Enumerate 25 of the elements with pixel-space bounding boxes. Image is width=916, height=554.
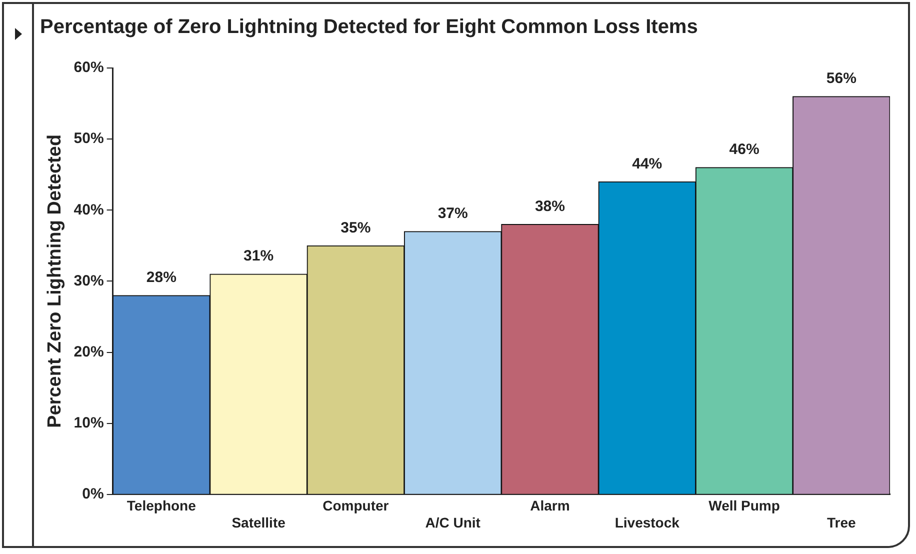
y-tick-label: 0% — [82, 486, 104, 503]
y-tick-label: 10% — [74, 414, 104, 432]
data-label: 31% — [244, 248, 274, 265]
y-tick-label: 60% — [74, 59, 104, 76]
data-label: 28% — [146, 269, 176, 286]
data-label: 35% — [340, 219, 371, 236]
data-label: 38% — [534, 198, 565, 215]
x-tick-label: Tree — [827, 514, 856, 530]
x-tick-label: Well Pump — [708, 498, 780, 514]
x-tick-label: Livestock — [614, 514, 680, 530]
y-tick-label: 20% — [74, 343, 104, 360]
data-label: 46% — [729, 141, 760, 158]
y-tick-label: 50% — [74, 130, 104, 148]
data-label: 44% — [632, 155, 662, 172]
x-tick-label: Alarm — [530, 498, 570, 514]
data-label: 56% — [826, 70, 856, 88]
x-tick-label: Telephone — [126, 498, 196, 514]
x-tick-label: Computer — [322, 498, 390, 514]
y-tick-label: 40% — [74, 201, 104, 218]
y-tick-label: 30% — [74, 272, 104, 290]
data-label: 37% — [438, 205, 468, 222]
x-tick-label: A/C Unit — [425, 514, 481, 530]
chart-title: Percentage of Zero Lightning Detected for Eight Common Loss Items — [40, 16, 698, 39]
y-axis-title: Percent Zero Lightning Detected — [44, 134, 66, 428]
x-tick-label: Satellite — [232, 514, 286, 530]
